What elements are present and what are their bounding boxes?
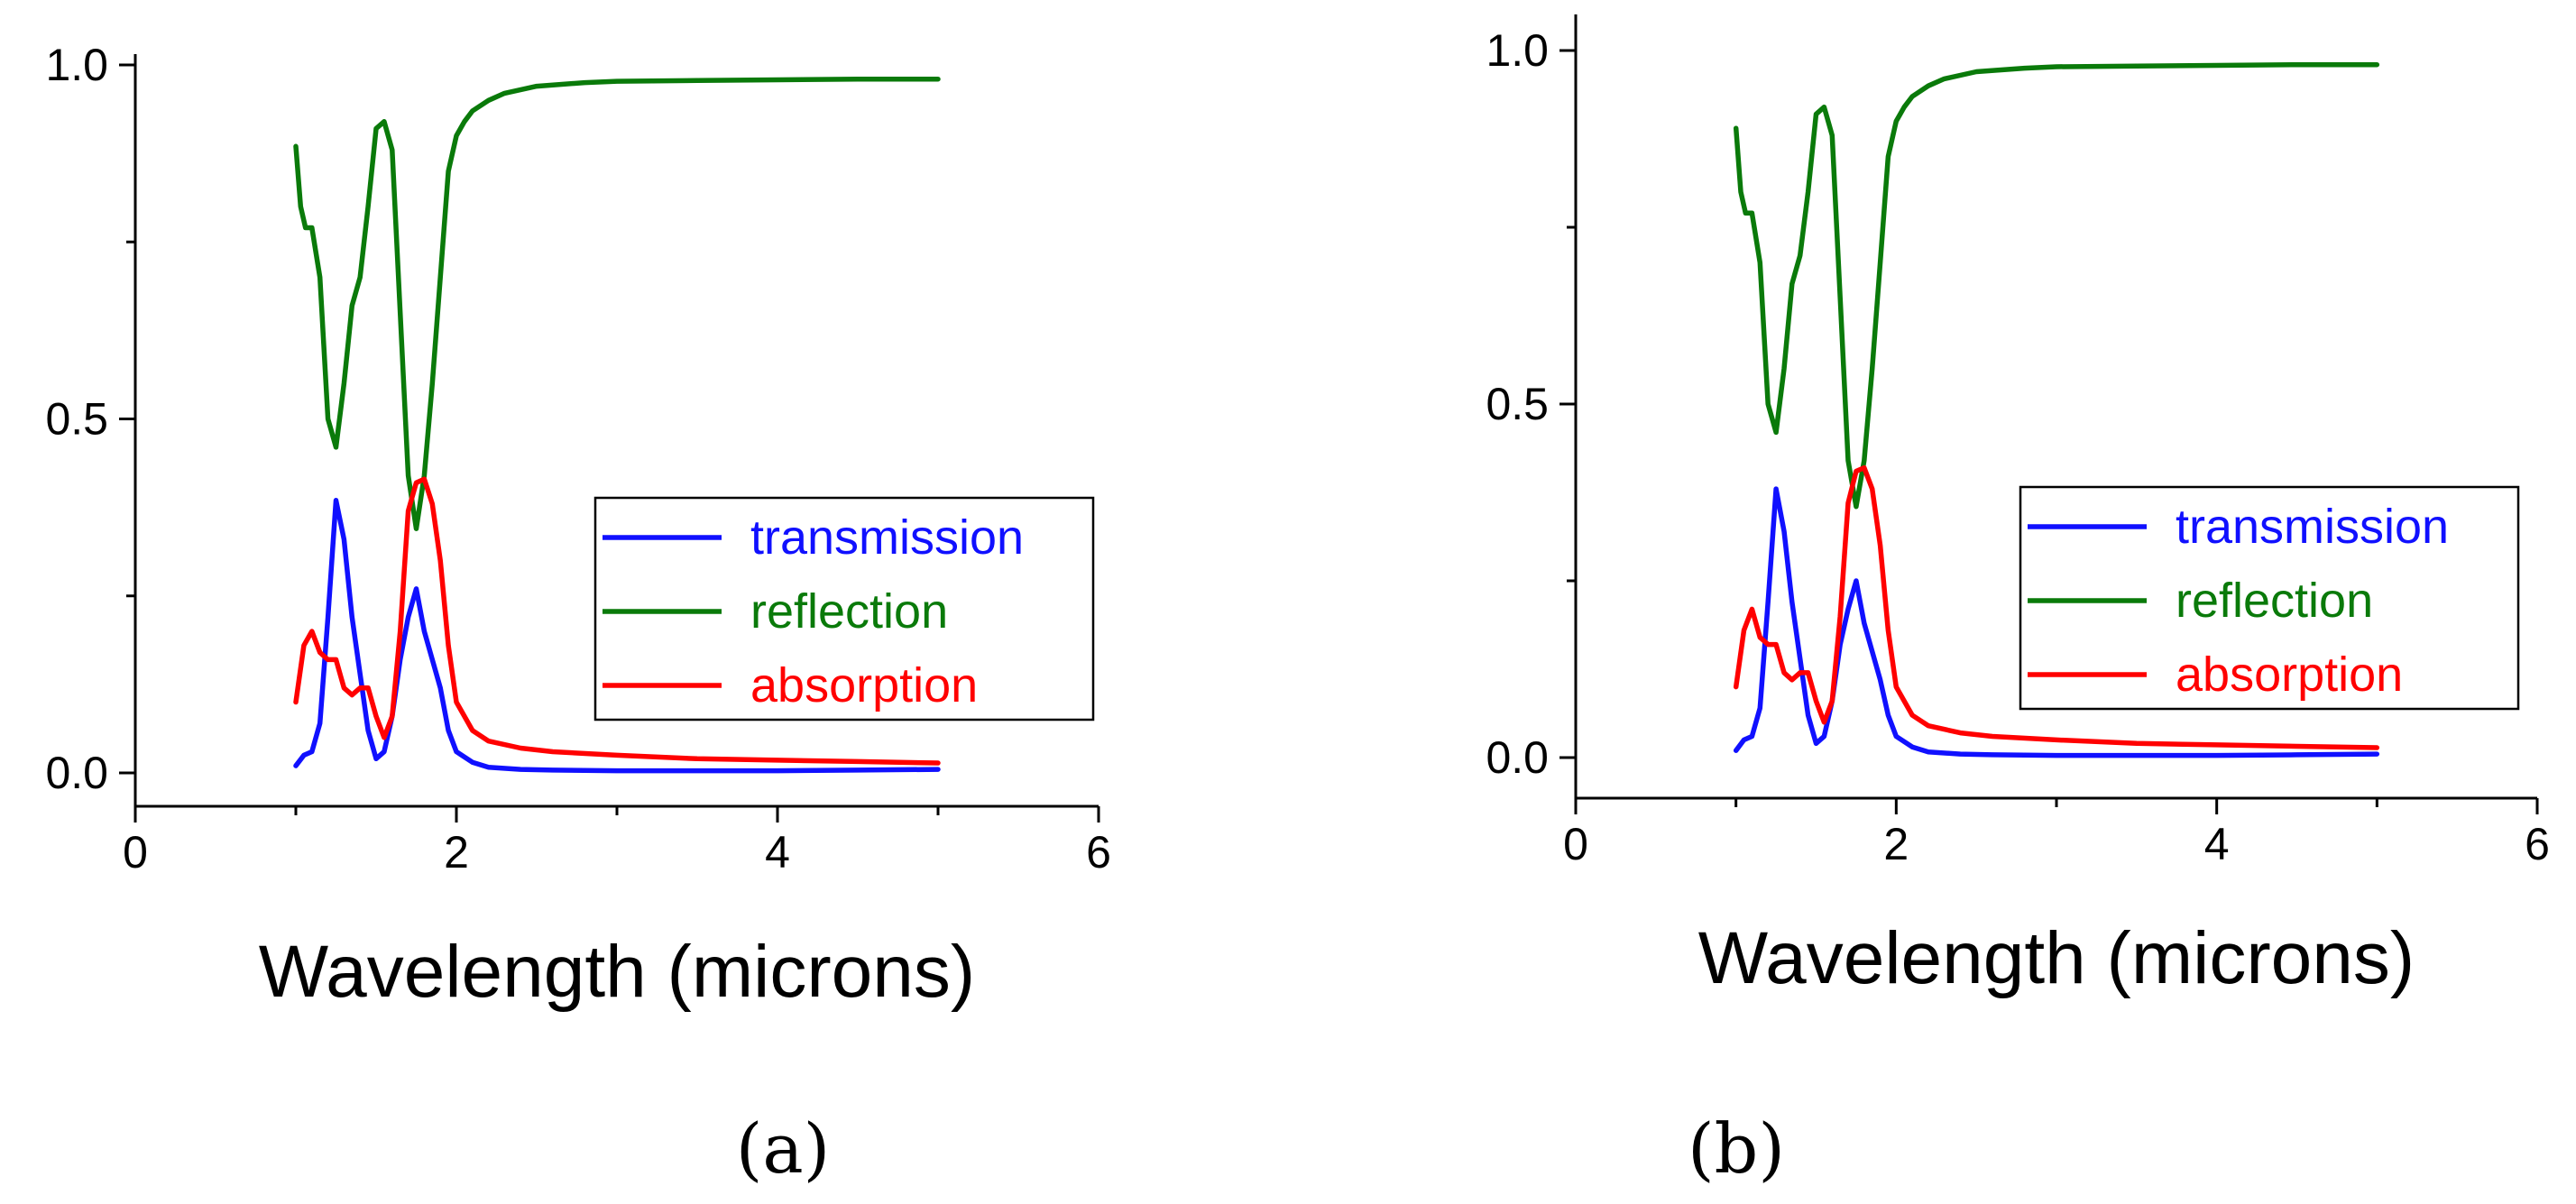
- y-tick-label: 0.0: [45, 748, 108, 798]
- series-line-reflection: [293, 76, 941, 531]
- legend-label-reflection: reflection: [750, 584, 948, 639]
- series-line-transmission: [1733, 486, 2380, 758]
- y-tick-label: 0.0: [1486, 732, 1549, 783]
- legend-label-transmission: transmission: [2176, 500, 2449, 554]
- chart-panel-b: 0 2 4 6 0.0 0.5 1.0 transmission reflection absor…: [1486, 14, 2550, 1189]
- legend-box: [593, 496, 1095, 721]
- x-axis-title: Wavelength (microns): [1698, 917, 2415, 999]
- y-tick-label: 1.0: [45, 40, 108, 90]
- x-tick-label: 0: [1563, 819, 1588, 869]
- chart-panel-a: 0 2 4 6 0.0 0.5 1.0 transmission reflection absor…: [45, 40, 1110, 1189]
- series-line-transmission: [293, 498, 941, 774]
- x-tick-label: 4: [2204, 819, 2230, 869]
- panel-caption: (b): [1688, 1108, 1785, 1189]
- x-tick-label: 2: [444, 827, 469, 878]
- legend-label-absorption: absorption: [2176, 648, 2403, 702]
- panel-caption: (a): [736, 1108, 831, 1189]
- legend-box: [2019, 485, 2520, 711]
- x-tick-label: 4: [765, 827, 790, 878]
- y-tick-label: 1.0: [1486, 25, 1549, 76]
- series-line-absorption: [293, 476, 941, 766]
- legend-label-absorption: absorption: [750, 658, 978, 712]
- x-tick-label: 6: [2525, 819, 2550, 869]
- x-tick-label: 0: [123, 827, 148, 878]
- x-tick-label: 2: [1883, 819, 1909, 869]
- series-line-reflection: [1733, 61, 2380, 510]
- y-tick-label: 0.5: [45, 394, 108, 445]
- legend-label-reflection: reflection: [2176, 574, 2373, 628]
- x-axis-title: Wavelength (microns): [259, 931, 975, 1013]
- y-tick-label: 0.5: [1486, 379, 1549, 429]
- x-tick-label: 6: [1086, 827, 1111, 878]
- series-line-absorption: [1733, 464, 2380, 750]
- legend-label-transmission: transmission: [750, 510, 1024, 565]
